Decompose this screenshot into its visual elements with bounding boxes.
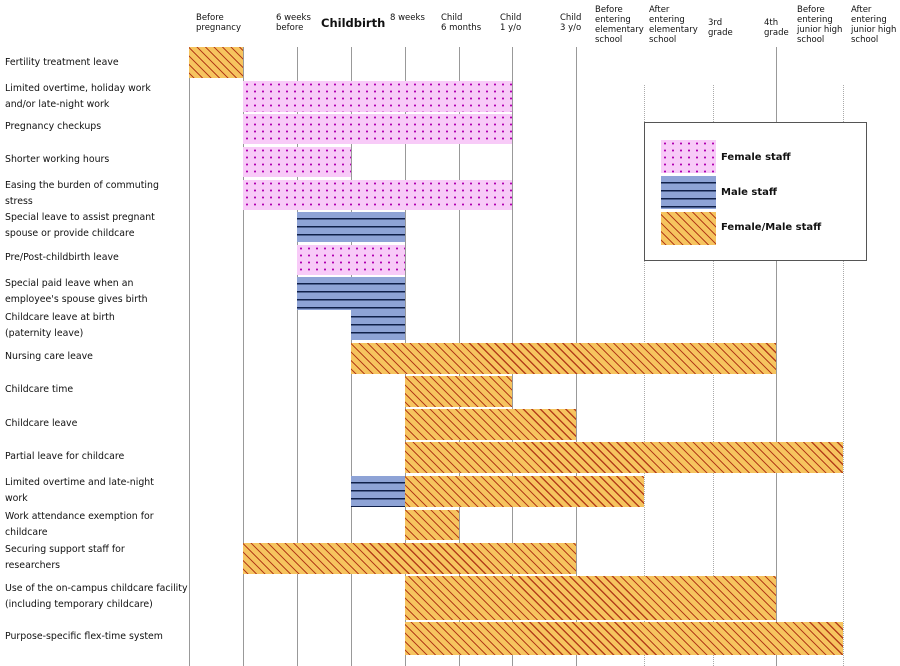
milestone-gridline (644, 85, 645, 666)
milestone-header: 3rd grade (708, 18, 733, 38)
milestone-header: Before pregnancy (196, 13, 242, 33)
row-label: Special paid leave when an employee's sp… (5, 278, 148, 305)
period-bar-female (243, 180, 512, 210)
period-bar-both (405, 622, 843, 655)
period-bar-both (189, 47, 243, 78)
period-bar-both (405, 476, 644, 507)
row-label: Shorter working hours (5, 154, 110, 165)
legend-label-female: Female staff (721, 152, 791, 163)
row-label: Securing support staff for researchers (5, 544, 125, 571)
milestone-gridline (189, 47, 190, 666)
row-label: Purpose-specific flex-time system (5, 631, 163, 642)
period-bar-female (243, 147, 351, 177)
row-label: Pre/Post-childbirth leave (5, 252, 119, 263)
row-label: Nursing care leave (5, 351, 93, 362)
milestone-gridline (843, 85, 844, 666)
row-label: Work attendance exemption for childcare (5, 511, 154, 538)
legend: Female staff Male staff Female/Male staf… (644, 122, 867, 261)
period-bar-both (405, 510, 459, 540)
row-label: Childcare leave (5, 418, 78, 429)
period-bar-female (243, 114, 512, 144)
milestone-header: Child 6 months (441, 13, 482, 33)
period-bar-male (297, 277, 405, 310)
milestone-header: Child 3 y/o (560, 13, 582, 33)
legend-swatch-male (661, 176, 716, 209)
row-label: Use of the on-campus childcare facility … (5, 583, 188, 610)
milestone-gridline (776, 47, 777, 666)
legend-label-both: Female/Male staff (721, 222, 822, 233)
period-bar-both (351, 343, 776, 374)
period-bar-both (405, 409, 576, 440)
row-label: Partial leave for childcare (5, 451, 125, 462)
period-bar-male (351, 310, 405, 340)
row-label: Fertility treatment leave (5, 57, 119, 68)
milestone-header: 6 weeks before (276, 13, 311, 33)
period-bar-both (243, 543, 576, 574)
milestone-header: Child 1 y/o (500, 13, 522, 33)
period-bar-both (405, 376, 512, 407)
row-label: Special leave to assist pregnant spouse … (5, 212, 155, 239)
milestone-header: Childbirth (321, 16, 386, 30)
period-bar-male (297, 212, 405, 242)
milestone-gridline (713, 85, 714, 666)
row-label: Childcare time (5, 384, 74, 395)
period-bar-female (243, 81, 512, 112)
milestone-header: 8 weeks (390, 13, 425, 23)
row-label: Pregnancy checkups (5, 121, 102, 132)
period-bar-both (405, 442, 843, 473)
period-bar-female (297, 245, 405, 275)
period-bar-both (405, 576, 776, 620)
legend-label-male: Male staff (721, 187, 777, 198)
row-label: Easing the burden of commuting stress (5, 180, 159, 207)
milestone-gridline (297, 47, 298, 666)
milestone-header: Before entering elementary school (595, 5, 644, 45)
row-label: Limited overtime and late-night work (5, 477, 154, 504)
period-bar-male (351, 476, 405, 507)
legend-swatch-both (661, 212, 716, 245)
row-label: Limited overtime, holiday work and/or la… (5, 83, 151, 110)
milestone-gridline (243, 47, 244, 666)
legend-swatch-female (661, 140, 716, 173)
milestone-header: 4th grade (764, 18, 789, 38)
row-label: Childcare leave at birth (paternity leav… (5, 312, 115, 339)
milestone-header: Before entering junior high school (797, 5, 843, 45)
milestone-header: After entering junior high school (851, 5, 897, 45)
milestone-header: After entering elementary school (649, 5, 698, 45)
